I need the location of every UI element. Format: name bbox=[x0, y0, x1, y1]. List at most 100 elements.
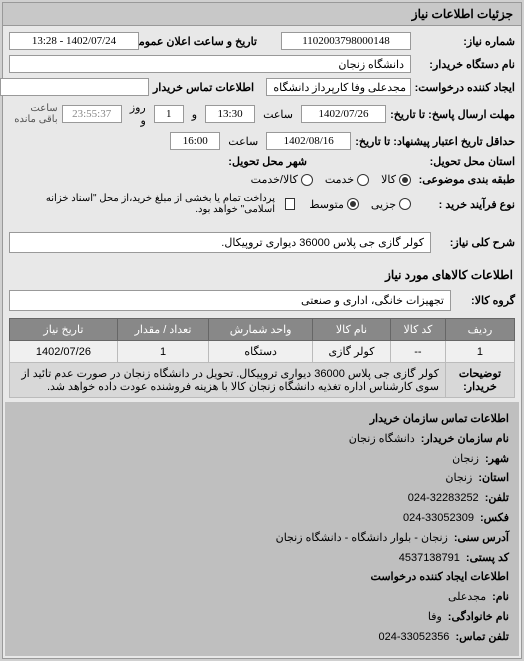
table-desc-row: توضیحات خریدار: کولر گازی جی پلاس 36000 … bbox=[10, 363, 515, 398]
table-row[interactable]: 1 -- کولر گازی دستگاه 1 1402/07/26 bbox=[10, 341, 515, 363]
and-label: و bbox=[192, 108, 197, 121]
contact-label: اطلاعات تماس خریدار bbox=[153, 81, 254, 94]
radio-low-circle bbox=[399, 198, 411, 210]
family-value: وفا bbox=[428, 608, 442, 628]
category-label: طبقه بندی موضوعی: bbox=[415, 173, 515, 186]
creator-input[interactable] bbox=[266, 78, 411, 96]
name-value: مجدعلی bbox=[448, 588, 486, 608]
radio-mid-circle bbox=[347, 198, 359, 210]
name-row: نام: مجدعلی bbox=[15, 588, 509, 608]
radio-service[interactable]: خدمت bbox=[325, 173, 369, 186]
family-label: نام خانوادگی: bbox=[448, 608, 509, 628]
creator-row: ایجاد کننده درخواست: اطلاعات تماس خریدار bbox=[9, 78, 515, 96]
process-label: نوع فرآیند خرید : bbox=[415, 198, 515, 211]
contact-title: اطلاعات تماس سازمان خریدار bbox=[370, 410, 509, 430]
process-row: نوع فرآیند خرید : جزیی متوسط پرداخت تمام… bbox=[9, 191, 515, 217]
announce-date-input[interactable] bbox=[9, 32, 139, 50]
postal-row: کد پستی: 4537138791 bbox=[15, 549, 509, 569]
phone-value: 024-32283252 bbox=[408, 489, 479, 509]
td-unit: دستگاه bbox=[209, 341, 313, 363]
response-deadline-row: مهلت ارسال پاسخ: تا تاریخ: ساعت و روز و … bbox=[9, 101, 515, 127]
category-row: طبقه بندی موضوعی: کالا خدمت کالا/خدمت bbox=[9, 173, 515, 186]
th-date: تاریخ نیاز bbox=[10, 319, 118, 341]
radio-goods-label: کالا bbox=[381, 173, 396, 186]
creator-label: ایجاد کننده درخواست: bbox=[415, 81, 515, 94]
response-deadline-label: مهلت ارسال پاسخ: تا تاریخ: bbox=[390, 108, 515, 121]
response-date-input[interactable] bbox=[301, 105, 386, 123]
time-label-2: ساعت bbox=[228, 135, 258, 148]
group-value: تجهیزات خانگی، اداری و صنعتی bbox=[9, 290, 451, 311]
td-date: 1402/07/26 bbox=[10, 341, 118, 363]
td-num: 1 bbox=[445, 341, 514, 363]
phone-row: تلفن: 024-32283252 bbox=[15, 489, 509, 509]
contact-input[interactable] bbox=[0, 78, 149, 96]
group-label: گروه کالا: bbox=[455, 294, 515, 307]
process-note: پرداخت تمام یا بخشی از مبلغ خرید،از محل … bbox=[9, 191, 281, 217]
radio-service-circle bbox=[357, 174, 369, 186]
main-desc-label: شرح کلی نیاز: bbox=[435, 236, 515, 249]
address-value: زنجان - بلوار دانشگاه - دانشگاه زنجان bbox=[276, 529, 448, 549]
form-section: شماره نیاز: تاریخ و ساعت اعلان عمومی: نا… bbox=[3, 26, 521, 228]
validity-label: حداقل تاریخ اعتبار پیشنهاد: تا تاریخ: bbox=[355, 135, 515, 148]
org-row: نام سازمان خریدار: دانشگاه زنجان bbox=[15, 430, 509, 450]
table-header-row: ردیف کد کالا نام کالا واحد شمارش تعداد /… bbox=[10, 319, 515, 341]
td-code: -- bbox=[390, 341, 445, 363]
radio-goods[interactable]: کالا bbox=[381, 173, 411, 186]
main-desc-box: کولر گازی جی پلاس 36000 دیواری تروپیکال. bbox=[9, 232, 431, 253]
th-unit: واحد شمارش bbox=[209, 319, 313, 341]
radio-mid[interactable]: متوسط bbox=[309, 198, 359, 211]
delivery-city-label: شهر محل تحویل: bbox=[207, 155, 307, 168]
radio-low[interactable]: جزیی bbox=[371, 198, 411, 211]
province-label: استان: bbox=[478, 469, 509, 489]
request-number-row: شماره نیاز: تاریخ و ساعت اعلان عمومی: bbox=[9, 32, 515, 50]
creator-info-label: اطلاعات ایجاد کننده درخواست bbox=[371, 568, 509, 588]
th-name: نام کالا bbox=[313, 319, 391, 341]
org-value: دانشگاه زنجان bbox=[349, 430, 415, 450]
province-value: زنجان bbox=[445, 469, 472, 489]
contact-phone-label: تلفن تماس: bbox=[455, 628, 509, 648]
radio-service-label: خدمت bbox=[325, 173, 354, 186]
city-label: شهر: bbox=[485, 450, 509, 470]
validity-time-input[interactable] bbox=[170, 132, 220, 150]
contact-section: اطلاعات تماس سازمان خریدار نام سازمان خر… bbox=[5, 402, 519, 656]
address-row: آدرس سنی: زنجان - بلوار دانشگاه - دانشگا… bbox=[15, 529, 509, 549]
contact-title-row: اطلاعات تماس سازمان خریدار bbox=[15, 410, 509, 430]
group-row: گروه کالا: تجهیزات خانگی، اداری و صنعتی bbox=[3, 288, 521, 313]
creator-info-row: اطلاعات ایجاد کننده درخواست bbox=[15, 568, 509, 588]
radio-mid-label: متوسط bbox=[309, 198, 344, 211]
treasury-checkbox[interactable] bbox=[285, 198, 295, 210]
city-row: شهر: زنجان bbox=[15, 450, 509, 470]
radio-both[interactable]: کالا/خدمت bbox=[251, 173, 313, 186]
fax-row: فکس: 024-33052309 bbox=[15, 509, 509, 529]
buyer-label: نام دستگاه خریدار: bbox=[415, 58, 515, 71]
response-remaining-input[interactable] bbox=[62, 105, 122, 123]
time-label-1: ساعت bbox=[263, 108, 293, 121]
remaining-label: ساعت باقی مانده bbox=[9, 103, 58, 125]
buyer-row: نام دستگاه خریدار: bbox=[9, 55, 515, 73]
fax-label: فکس: bbox=[480, 509, 509, 529]
panel-title: جزئیات اطلاعات نیاز bbox=[3, 3, 521, 26]
buyer-input[interactable] bbox=[9, 55, 411, 73]
main-desc-row: شرح کلی نیاز: کولر گازی جی پلاس 36000 دی… bbox=[3, 228, 521, 257]
td-desc-label: توضیحات خریدار: bbox=[445, 363, 514, 398]
request-number-input[interactable] bbox=[281, 32, 411, 50]
validity-date-input[interactable] bbox=[266, 132, 351, 150]
city-value: زنجان bbox=[452, 450, 479, 470]
th-qty: تعداد / مقدار bbox=[117, 319, 208, 341]
announce-date-label: تاریخ و ساعت اعلان عمومی: bbox=[143, 35, 257, 48]
province-row: استان: زنجان bbox=[15, 469, 509, 489]
radio-both-circle bbox=[301, 174, 313, 186]
goods-info-title: اطلاعات کالاهای مورد نیاز bbox=[3, 262, 521, 288]
radio-both-label: کالا/خدمت bbox=[251, 173, 298, 186]
days-label: روز و bbox=[130, 101, 146, 127]
response-days-input[interactable] bbox=[154, 105, 184, 123]
td-qty: 1 bbox=[117, 341, 208, 363]
category-radio-group: کالا خدمت کالا/خدمت bbox=[251, 173, 411, 186]
fax-value: 024-33052309 bbox=[403, 509, 474, 529]
org-label: نام سازمان خریدار: bbox=[421, 430, 509, 450]
delivery-row: استان محل تحویل: شهر محل تحویل: bbox=[9, 155, 515, 168]
postal-label: کد پستی: bbox=[466, 549, 509, 569]
response-time-input[interactable] bbox=[205, 105, 255, 123]
family-row: نام خانوادگی: وفا bbox=[15, 608, 509, 628]
main-panel: جزئیات اطلاعات نیاز شماره نیاز: تاریخ و … bbox=[2, 2, 522, 659]
